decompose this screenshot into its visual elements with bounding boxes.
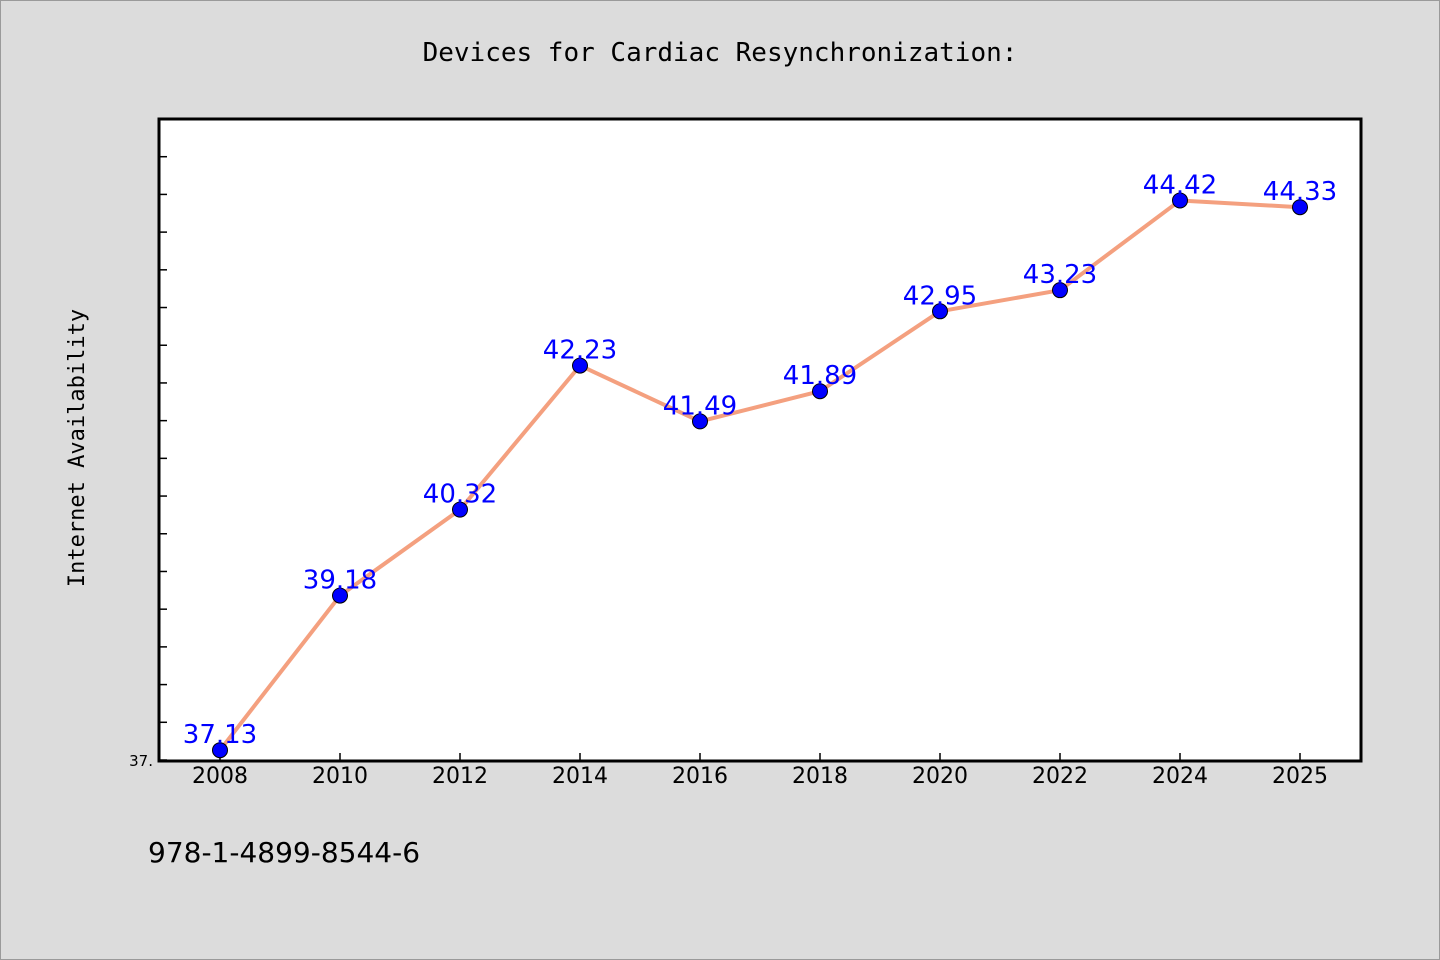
x-tick-label: 2012 xyxy=(432,764,488,789)
data-points xyxy=(212,192,1308,759)
data-point xyxy=(812,383,828,400)
data-point xyxy=(1052,282,1068,299)
y-tick-label-min: 37. xyxy=(129,752,153,770)
y-axis-label: Internet Availability xyxy=(65,309,90,587)
isbn-label: 978-1-4899-8544-6 xyxy=(148,836,420,869)
x-tick-label: 2016 xyxy=(672,764,728,789)
data-label: 42.23 xyxy=(543,336,617,366)
data-point xyxy=(692,413,708,430)
plot-area xyxy=(159,119,1361,761)
chart-title: Devices for Cardiac Resynchronization: xyxy=(423,38,1018,68)
x-axis-ticks: 2008 2010 2012 2014 2016 2018 2020 2022 2024 2025 xyxy=(192,753,1328,789)
data-label: 44.33 xyxy=(1263,177,1337,207)
data-point xyxy=(332,587,348,604)
data-point xyxy=(212,742,228,759)
x-tick-label: 2025 xyxy=(1272,764,1328,789)
data-point xyxy=(572,357,588,374)
data-point xyxy=(452,501,468,518)
data-label: 39.18 xyxy=(303,566,377,596)
data-point xyxy=(1172,192,1188,209)
plot-border xyxy=(157,117,1363,763)
data-label: 40.32 xyxy=(423,480,497,510)
data-label: 44.42 xyxy=(1143,170,1217,200)
data-point xyxy=(1292,199,1308,216)
data-point xyxy=(932,303,948,320)
data-label: 41.89 xyxy=(783,361,857,391)
data-label: 43.23 xyxy=(1023,260,1097,290)
x-tick-label: 2020 xyxy=(912,764,968,789)
x-tick-label: 2018 xyxy=(792,764,848,789)
x-tick-label: 2008 xyxy=(192,764,248,789)
x-tick-label: 2024 xyxy=(1152,764,1208,789)
x-tick-label: 2010 xyxy=(312,764,368,789)
data-labels: 37.13 39.18 40.32 42.23 41.49 41.89 42.95 43.23… xyxy=(183,170,1337,750)
data-label: 42.95 xyxy=(903,281,977,311)
x-tick-label: 2022 xyxy=(1032,764,1088,789)
series-line-group xyxy=(218,198,1302,753)
x-tick-label: 2014 xyxy=(552,764,608,789)
data-label: 37.13 xyxy=(183,720,257,750)
series-line xyxy=(218,198,1302,753)
data-label: 41.49 xyxy=(663,391,737,421)
